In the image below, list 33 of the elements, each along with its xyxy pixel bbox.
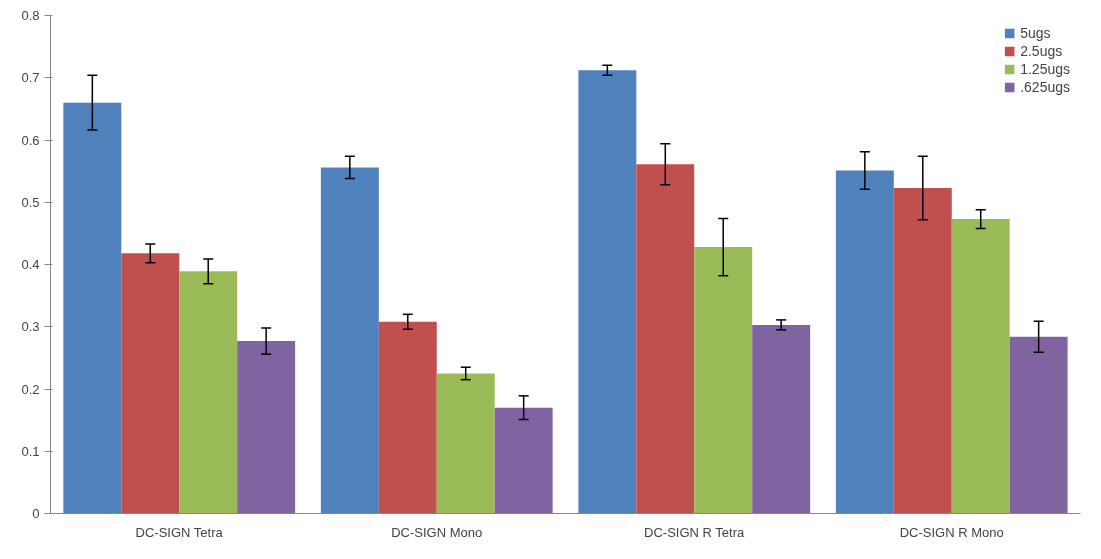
bar (893, 187, 952, 514)
legend-label: 5ugs (1020, 25, 1051, 41)
bar (378, 321, 437, 514)
bar (63, 102, 122, 514)
y-tick-label: 0.7 (21, 70, 40, 86)
bar (636, 164, 695, 514)
bar (179, 271, 238, 514)
y-tick-label: 0.6 (21, 132, 40, 148)
legend-label: .625ugs (1020, 79, 1070, 95)
bar (436, 373, 495, 514)
bar (951, 219, 1010, 514)
x-tick-label: DC-SIGN R Tetra (644, 524, 745, 540)
bar (320, 167, 379, 514)
bar (694, 247, 753, 514)
bar (578, 70, 637, 514)
bar (237, 341, 296, 514)
y-tick-label: 0.3 (21, 319, 40, 335)
legend-label: 1.25ugs (1020, 61, 1070, 77)
y-tick-label: 0.4 (21, 257, 40, 272)
bar (121, 253, 180, 514)
bar (494, 407, 553, 514)
y-tick-label: 0 (32, 506, 40, 521)
legend-label: 2.5ugs (1020, 43, 1063, 59)
bar (1009, 336, 1068, 514)
y-tick-label: 0.1 (21, 443, 40, 459)
x-tick-label: DC-SIGN R Mono (899, 524, 1004, 540)
y-tick-label: 0.8 (21, 8, 40, 23)
bar (752, 324, 811, 514)
bar (835, 170, 894, 514)
x-tick-label: DC-SIGN Tetra (135, 524, 224, 540)
y-tick-label: 0.5 (21, 194, 40, 210)
y-tick-label: 0.2 (21, 381, 40, 397)
x-tick-label: DC-SIGN Mono (391, 524, 483, 540)
